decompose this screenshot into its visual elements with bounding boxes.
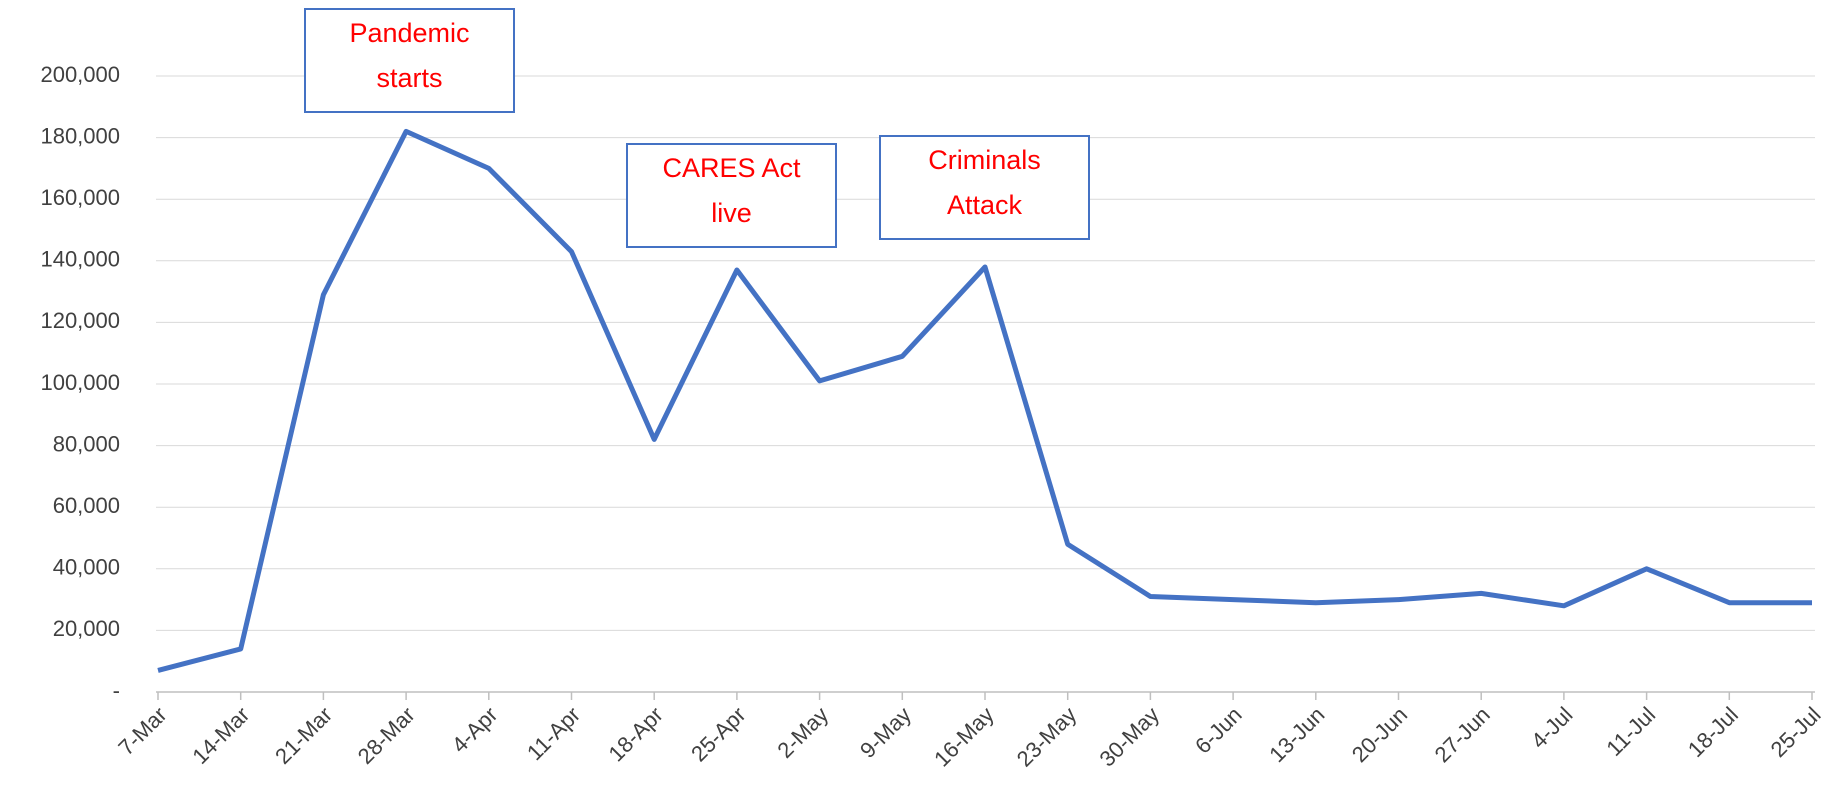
x-tick-label: 4-Jul (1526, 702, 1577, 753)
x-tick-label: 20-Jun (1347, 702, 1412, 767)
annotation-box (879, 135, 1090, 240)
x-tick-label: 18-Apr (603, 702, 667, 766)
annotation-text: CARES Act (662, 153, 801, 183)
x-tick-label: 11-Jul (1601, 702, 1660, 761)
y-tick-label: 180,000 (40, 123, 120, 148)
annotation-text: Criminals (928, 145, 1041, 175)
annotation-text: Attack (947, 190, 1023, 220)
x-tick-label: 11-Apr (522, 702, 585, 765)
x-tick-label: 9-May (855, 702, 916, 763)
x-tick-label: 2-May (772, 702, 833, 763)
annotation-text: Pandemic (349, 18, 469, 48)
x-tick-label: 18-Jul (1683, 702, 1743, 762)
line-series (157, 128, 1812, 673)
x-tick-label: 28-Mar (353, 702, 420, 769)
x-tick-label: 27-Jun (1430, 702, 1495, 767)
annotation-text: starts (376, 63, 442, 93)
x-tick-label: 4-Apr (447, 702, 503, 758)
y-tick-label: 200,000 (40, 62, 120, 87)
x-tick-label: 25-Jul (1766, 702, 1826, 762)
y-tick-label: 140,000 (40, 247, 120, 272)
x-tick-label: 7-Mar (113, 702, 171, 760)
y-tick-label: 120,000 (40, 308, 120, 333)
y-tick-label: 20,000 (53, 616, 120, 641)
y-tick-label: - (113, 678, 120, 703)
y-tick-label: 160,000 (40, 185, 120, 210)
x-tick-label: 16-May (929, 702, 999, 772)
x-tick-label: 21-Mar (270, 702, 337, 769)
x-tick-label: 25-Apr (686, 702, 750, 766)
y-tick-label: 60,000 (53, 493, 120, 518)
x-tick-label: 23-May (1012, 702, 1082, 772)
y-tick-label: 40,000 (53, 555, 120, 580)
annotation-box (304, 8, 515, 113)
x-tick-label: 13-Jun (1264, 702, 1329, 767)
x-tick-label: 14-Mar (187, 702, 254, 769)
annotation-text: live (711, 198, 752, 228)
y-tick-label: 80,000 (53, 431, 120, 456)
x-tick-label: 6-Jun (1190, 702, 1247, 759)
x-tick-label: 30-May (1094, 702, 1164, 772)
y-tick-label: 100,000 (40, 370, 120, 395)
annotation-box (626, 143, 837, 248)
